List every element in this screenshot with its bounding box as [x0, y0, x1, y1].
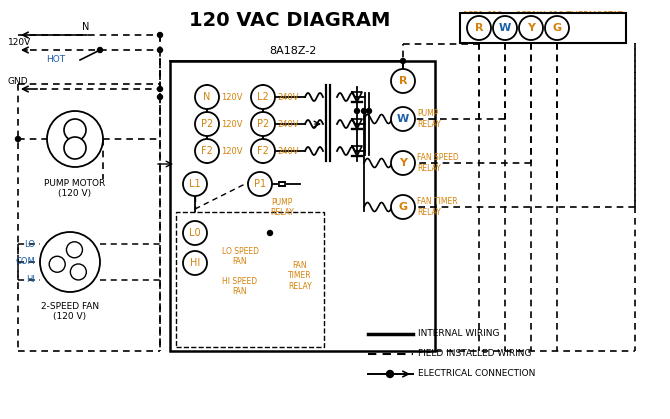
Circle shape — [64, 137, 86, 159]
Circle shape — [362, 109, 366, 114]
Circle shape — [366, 109, 371, 114]
Text: FIELD INSTALLED WIRING: FIELD INSTALLED WIRING — [418, 349, 531, 359]
Bar — [183, 84, 298, 166]
Text: R: R — [399, 76, 407, 86]
Text: PUMP
RELAY: PUMP RELAY — [270, 198, 294, 217]
Text: FAN TIMER
RELAY: FAN TIMER RELAY — [417, 197, 458, 217]
Text: GND: GND — [8, 77, 29, 86]
Circle shape — [467, 16, 491, 40]
Text: FAN SPEED
RELAY: FAN SPEED RELAY — [417, 153, 459, 173]
Text: P2: P2 — [257, 119, 269, 129]
Circle shape — [195, 112, 219, 136]
Circle shape — [47, 111, 103, 167]
Circle shape — [267, 230, 273, 235]
Text: HI: HI — [26, 276, 35, 285]
Circle shape — [401, 59, 405, 64]
Text: W: W — [397, 114, 409, 124]
Text: LO SPEED
FAN: LO SPEED FAN — [222, 247, 259, 266]
Text: 1F51-619 or 1F51W-619 THERMOSTAT: 1F51-619 or 1F51W-619 THERMOSTAT — [463, 11, 622, 20]
Text: HI: HI — [190, 258, 200, 268]
Circle shape — [195, 139, 219, 163]
Text: 2-SPEED FAN
(120 V): 2-SPEED FAN (120 V) — [41, 302, 99, 321]
Circle shape — [391, 107, 415, 131]
Text: HI SPEED
FAN: HI SPEED FAN — [222, 277, 257, 296]
Text: LO: LO — [70, 247, 78, 252]
Text: 240V: 240V — [277, 93, 299, 101]
Text: W: W — [499, 23, 511, 33]
Circle shape — [183, 251, 207, 275]
Text: P1: P1 — [254, 179, 266, 189]
Text: F2: F2 — [257, 146, 269, 156]
Text: HI: HI — [75, 269, 82, 274]
Circle shape — [248, 172, 272, 196]
Text: 120V: 120V — [221, 93, 243, 101]
Text: F2: F2 — [201, 146, 213, 156]
Text: 8A18Z-2: 8A18Z-2 — [269, 46, 316, 56]
Circle shape — [195, 85, 219, 109]
Circle shape — [40, 232, 100, 292]
Text: P2: P2 — [201, 119, 213, 129]
Text: HOT: HOT — [46, 55, 65, 64]
Circle shape — [354, 109, 360, 114]
Circle shape — [519, 16, 543, 40]
Text: COM: COM — [15, 258, 35, 266]
Text: Y: Y — [399, 158, 407, 168]
Circle shape — [251, 85, 275, 109]
Text: LO: LO — [24, 240, 35, 248]
Text: L1: L1 — [189, 179, 201, 189]
Circle shape — [251, 112, 275, 136]
Circle shape — [387, 370, 393, 378]
Circle shape — [493, 16, 517, 40]
Circle shape — [64, 119, 86, 141]
Circle shape — [157, 33, 163, 37]
Circle shape — [391, 69, 415, 93]
Bar — [460, 13, 626, 43]
Text: L2: L2 — [257, 92, 269, 102]
Text: Y: Y — [527, 23, 535, 33]
Text: 240V: 240V — [277, 119, 299, 129]
Circle shape — [183, 172, 207, 196]
Circle shape — [391, 151, 415, 175]
Text: N: N — [82, 22, 90, 32]
Circle shape — [49, 256, 65, 272]
Text: R: R — [475, 23, 483, 33]
Circle shape — [70, 264, 86, 280]
Text: ELECTRICAL CONNECTION: ELECTRICAL CONNECTION — [418, 370, 535, 378]
Text: G: G — [553, 23, 561, 33]
Bar — [176, 212, 324, 347]
Text: INTERNAL WIRING: INTERNAL WIRING — [418, 329, 500, 339]
Text: FAN
TIMER
RELAY: FAN TIMER RELAY — [288, 261, 312, 291]
Circle shape — [157, 47, 163, 52]
Text: 120V: 120V — [8, 38, 31, 47]
Text: 120V: 120V — [221, 119, 243, 129]
Text: G: G — [399, 202, 407, 212]
Text: N: N — [203, 92, 210, 102]
Circle shape — [157, 95, 163, 99]
Circle shape — [183, 221, 207, 245]
Circle shape — [157, 86, 163, 91]
Circle shape — [391, 195, 415, 219]
Text: 240V: 240V — [277, 147, 299, 155]
Text: PUMP
RELAY: PUMP RELAY — [417, 109, 441, 129]
Circle shape — [66, 242, 82, 258]
Circle shape — [251, 139, 275, 163]
Circle shape — [545, 16, 569, 40]
Text: PUMP MOTOR
(120 V): PUMP MOTOR (120 V) — [44, 179, 106, 199]
Text: 120V: 120V — [221, 147, 243, 155]
Bar — [170, 61, 435, 351]
Text: L0: L0 — [189, 228, 201, 238]
Text: COM: COM — [50, 262, 64, 267]
Text: 120 VAC DIAGRAM: 120 VAC DIAGRAM — [190, 11, 391, 30]
Circle shape — [98, 47, 103, 52]
Circle shape — [15, 137, 21, 142]
